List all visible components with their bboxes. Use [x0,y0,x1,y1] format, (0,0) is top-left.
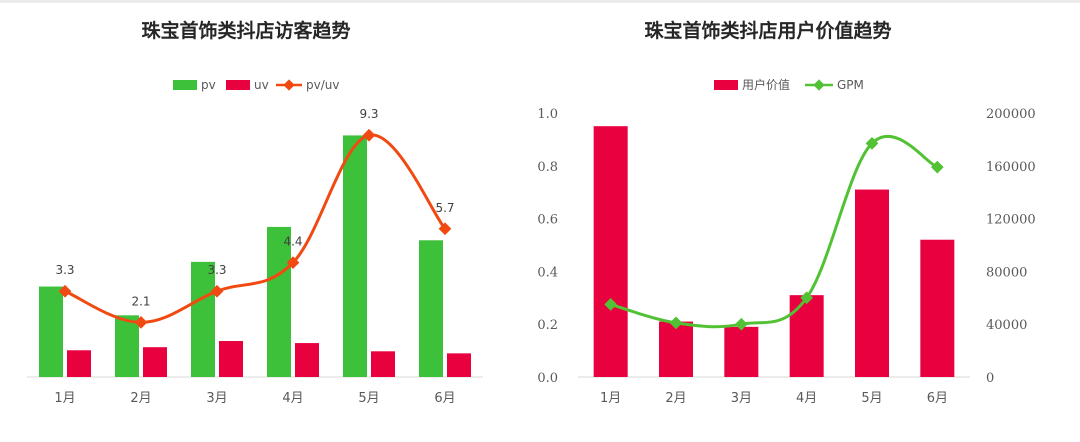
x-tick-label: 1月 [54,391,75,406]
y-left-tick-label: 0.6 [537,213,558,228]
y-right-tick-label: 40000 [986,318,1027,333]
bar-pv [191,261,215,377]
y-right-tick-label: 80000 [986,265,1027,280]
bar-pv [343,135,367,377]
x-tick-label: 5月 [358,391,379,406]
legend-label-uv: uv [254,78,269,92]
bar-user-value [593,126,628,377]
x-tick-label: 4月 [796,391,817,406]
x-tick-label: 3月 [731,391,752,406]
bar-uv [371,351,395,377]
data-labels: 3.3 2.1 3.3 4.4 9.3 5.7 [55,107,454,308]
y-right-tick-label: 0 [986,371,994,386]
bar-user-value [659,321,693,377]
x-tick-label: 1月 [600,391,621,406]
y-right-tick-label: 120000 [986,213,1036,228]
line-markers [604,136,944,331]
bar-uv [67,350,91,377]
y-right-tick-labels: 0 40000 80000 120000 160000 200000 [986,107,1036,386]
bars [593,126,955,377]
x-tick-label: 6月 [927,391,948,406]
chart-title: 珠宝首饰类抖店用户价值趋势 [644,19,891,42]
line-markers [58,128,452,329]
bar-user-value [789,295,824,377]
bar-uv [447,353,471,377]
chart-user-value: 珠宝首饰类抖店用户价值趋势 用户价值 GPM 0.0 0.2 0.4 0.6 0.8 1.… [537,19,1035,406]
legend-label-pvuv: pv/uv [306,78,339,92]
legend-marker-gpm [813,79,825,91]
x-tick-label: 5月 [861,391,882,406]
y-left-tick-label: 0.8 [537,160,558,175]
legend: 用户价值 GPM [714,77,864,92]
bar-user-value [855,189,889,377]
legend: pv uv pv/uv [173,78,339,92]
bar-pv [419,240,443,377]
x-tick-label: 3月 [206,391,227,406]
bar-pv [115,315,139,377]
x-tick-label: 2月 [665,391,686,406]
bar-pv [39,286,63,377]
line-marker-pvuv [438,222,452,236]
bar-uv [219,341,243,377]
line-marker-pvuv [210,284,224,298]
x-tick-labels: 1月 2月 3月 4月 5月 6月 [54,391,455,406]
top-divider [0,0,1080,3]
legend-label-gpm: GPM [837,78,864,92]
series-line-pvuv [64,133,447,324]
y-left-tick-labels: 0.0 0.2 0.4 0.6 0.8 1.0 [537,107,558,386]
bar-uv [295,343,319,377]
chart-visitors: 珠宝首饰类抖店访客趋势 pv uv pv/uv 3.3 2.1 3.3 4.4 9.3 5… [27,19,483,406]
y-left-tick-label: 1.0 [537,107,558,122]
y-right-tick-label: 200000 [986,107,1036,122]
bar-pv [267,226,291,377]
y-right-tick-label: 160000 [986,160,1036,175]
legend-marker-pvuv [283,79,295,91]
chart-title: 珠宝首饰类抖店访客趋势 [141,19,350,42]
line-marker-pvuv [362,128,376,142]
data-label: 2.1 [131,294,150,308]
bar-user-value [724,326,759,377]
legend-swatch-user-value [714,80,738,90]
bar-user-value [920,239,955,377]
data-label: 3.3 [207,263,226,277]
x-tick-label: 2月 [130,391,151,406]
x-tick-labels: 1月 2月 3月 4月 5月 6月 [600,391,948,406]
y-left-tick-label: 0.0 [537,371,558,386]
legend-label-user-value: 用户价值 [742,77,790,92]
bars [39,135,471,377]
y-left-tick-label: 0.4 [537,265,558,280]
y-left-tick-label: 0.2 [537,318,558,333]
data-label: 4.4 [283,235,302,249]
legend-swatch-uv [226,80,250,90]
legend-label-pv: pv [201,78,216,92]
line-marker-pvuv [134,316,148,329]
x-tick-label: 4月 [282,391,303,406]
bar-uv [143,347,167,377]
x-tick-label: 6月 [434,391,455,406]
line-marker-pvuv [58,284,72,298]
legend-swatch-pv [173,80,197,90]
data-label: 5.7 [435,201,454,215]
data-label: 9.3 [359,107,378,121]
data-label: 3.3 [55,263,74,277]
line-marker-pvuv [286,256,300,269]
